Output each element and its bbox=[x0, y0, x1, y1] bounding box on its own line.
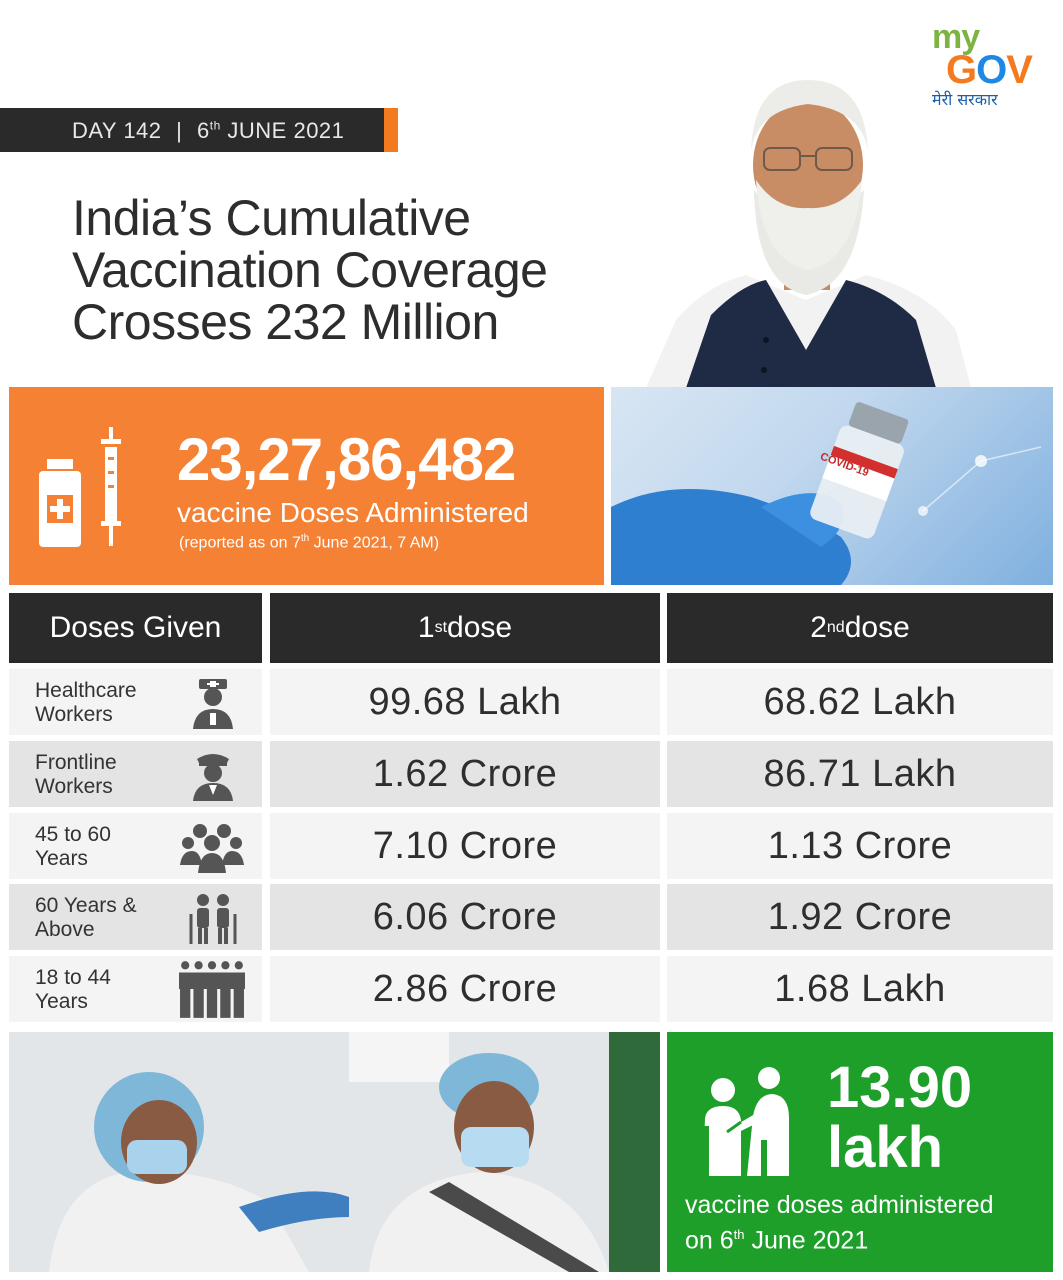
daily-doses-unit: lakh bbox=[827, 1115, 944, 1180]
date-month-year: JUNE 2021 bbox=[227, 118, 345, 143]
daily-doses-description: vaccine doses administered on 6th June 2… bbox=[685, 1191, 994, 1255]
table-cell-dose2: 1.13 Crore bbox=[667, 813, 1053, 879]
table-cell-dose2: 1.68 Lakh bbox=[667, 956, 1053, 1022]
headline-line-1: India’s Cumulative bbox=[72, 190, 471, 246]
nurse-icon bbox=[193, 679, 233, 729]
headline: India’s Cumulative Vaccination Coverage … bbox=[72, 192, 672, 348]
table-row-label: 60 Years & Above bbox=[9, 884, 262, 950]
table-row-label: 18 to 44 Years bbox=[9, 956, 262, 1022]
officer-icon bbox=[193, 754, 233, 801]
vaccine-vial-photo: COVID-19 bbox=[611, 387, 1053, 585]
date-bar-accent bbox=[384, 108, 398, 152]
table-cell-dose1: 1.62 Crore bbox=[270, 741, 660, 807]
table-cell-dose2: 1.92 Crore bbox=[667, 884, 1053, 950]
elderly-couple-icon bbox=[189, 894, 237, 944]
logo-hindi-text: मेरी सरकार bbox=[932, 90, 998, 109]
total-doses-value: 23,27,86,482 bbox=[177, 426, 516, 493]
portrait-photo bbox=[636, 70, 976, 388]
daily-doses-value: 13.90 bbox=[827, 1055, 973, 1120]
table-row-label: 45 to 60 Years bbox=[9, 813, 262, 879]
date-separator: | bbox=[176, 118, 183, 143]
table-cell-dose1: 6.06 Crore bbox=[270, 884, 660, 950]
total-doses-label: vaccine Doses Administered bbox=[177, 497, 529, 528]
headline-line-2: Vaccination Coverage bbox=[72, 242, 548, 298]
mygov-logo: my GOV मेरी सरकार bbox=[928, 18, 1040, 110]
table-cell-dose1: 7.10 Crore bbox=[270, 813, 660, 879]
daily-doses-card: 13.90 lakh vaccine doses administered on… bbox=[667, 1032, 1053, 1272]
vaccination-person-icon bbox=[697, 1067, 789, 1176]
logo-my-text: my bbox=[932, 18, 980, 56]
logo-gov-text: GOV bbox=[946, 48, 1033, 92]
headline-line-3: Crosses 232 Million bbox=[72, 294, 499, 350]
table-cell-dose2: 86.71 Lakh bbox=[667, 741, 1053, 807]
table-cell-dose1: 2.86 Crore bbox=[270, 956, 660, 1022]
total-doses-card: 23,27,86,482 vaccine Doses Administered … bbox=[9, 387, 604, 585]
date-day: 6 bbox=[197, 118, 210, 143]
table-header-doses-given: Doses Given bbox=[9, 593, 262, 663]
table-cell-dose2: 68.62 Lakh bbox=[667, 669, 1053, 735]
vaccine-bottle-syringe-icon bbox=[35, 427, 145, 547]
table-cell-dose1: 99.68 Lakh bbox=[270, 669, 660, 735]
table-row-label: Healthcare Workers bbox=[9, 669, 262, 735]
vaccination-photo bbox=[9, 1032, 660, 1272]
group-icon bbox=[180, 824, 244, 873]
total-doses-note: (reported as on 7th June 2021, 7 AM) bbox=[179, 533, 440, 552]
date-bar: DAY 142 | 6th JUNE 2021 bbox=[0, 108, 384, 152]
date-bar-text: DAY 142 | 6th JUNE 2021 bbox=[72, 118, 344, 144]
crowd-icon bbox=[179, 961, 245, 1018]
day-count: DAY 142 bbox=[72, 118, 162, 143]
date-sup: th bbox=[209, 118, 221, 133]
table-row-label: Frontline Workers bbox=[9, 741, 262, 807]
